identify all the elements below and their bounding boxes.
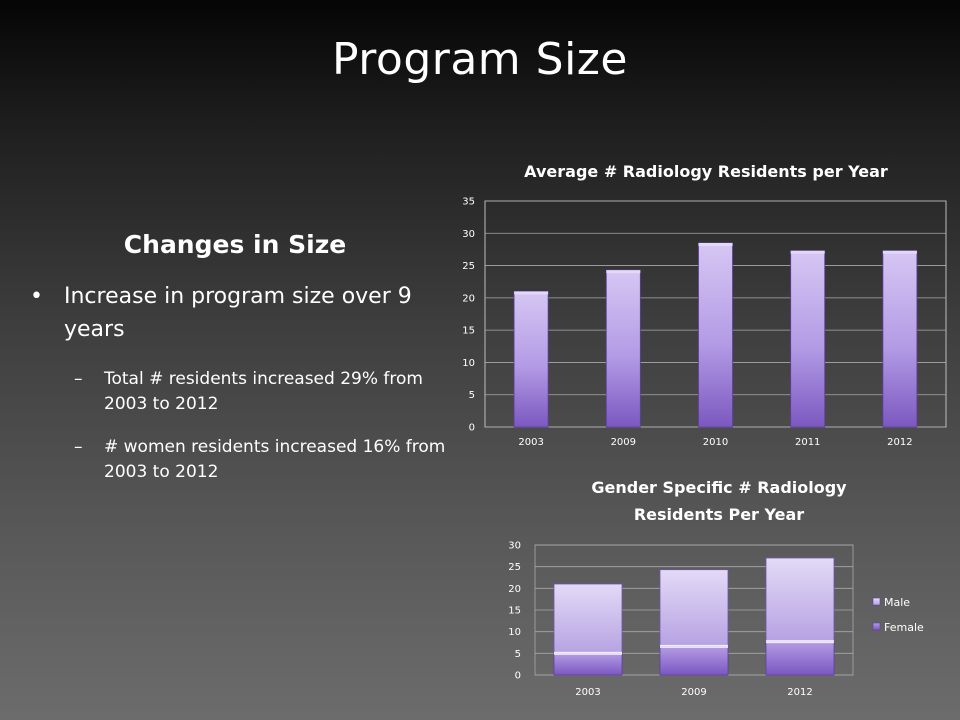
chart1-y-tick-label: 35: [462, 197, 475, 208]
chart2-y-tick-label: 25: [508, 562, 521, 573]
chart1-y-tick-label: 5: [469, 390, 475, 401]
chart1-bar-cap: [606, 270, 641, 274]
chart1-bar: [882, 250, 918, 428]
slide-title: Program Size: [332, 34, 628, 85]
chart1-bar: [790, 250, 826, 428]
chart2-title-line: Gender Specific # Radiology: [591, 478, 847, 497]
chart1-x-tick-label: 2003: [518, 437, 543, 448]
chart2-y-tick-label: 20: [508, 584, 521, 595]
chart1-bar: [513, 290, 549, 428]
chart2-male-bar: [765, 557, 835, 643]
sub-bullet-women-residents: # women residents increased 16% from 200…: [74, 435, 454, 485]
chart1-bar: [698, 242, 733, 428]
chart2-legend-swatch: [872, 597, 881, 606]
chart1-bar-cap: [882, 250, 917, 254]
chart1-y-tick-label: 25: [462, 261, 475, 272]
bullet-program-size: Increase in program size over 9 years: [30, 280, 454, 346]
chart2-x-tick-label: 2012: [787, 687, 812, 698]
chart2-y-tick-label: 10: [508, 627, 521, 638]
chart1-bar-cap: [514, 291, 549, 295]
section-subtitle: Changes in Size: [123, 230, 347, 259]
chart1-title: Average # Radiology Residents per Year: [524, 162, 888, 181]
chart2-x-tick-label: 2009: [681, 687, 706, 698]
chart1-x-tick-label: 2012: [887, 437, 912, 448]
chart2-legend-label: Female: [884, 621, 924, 634]
sub-bullet-total-residents: Total # residents increased 29% from 200…: [74, 367, 454, 417]
chart2-male-bar: [659, 569, 729, 647]
chart1-y-tick-label: 15: [462, 326, 475, 337]
chart2-female-bar: [659, 646, 729, 676]
chart1-bar-cap: [698, 242, 733, 246]
chart1-bar-cap: [790, 250, 825, 254]
chart2-female-bar: [765, 641, 835, 676]
chart2-segment-divider: [554, 651, 622, 655]
chart1-y-tick-label: 10: [462, 358, 475, 369]
chart2-title-line: Residents Per Year: [634, 505, 804, 524]
chart1-x-tick-label: 2010: [703, 437, 728, 448]
chart2-y-tick-label: 15: [508, 606, 521, 617]
chart2-male-bar: [553, 583, 623, 654]
chart1-y-tick-label: 30: [462, 229, 475, 240]
chart1-y-tick-label: 20: [462, 293, 475, 304]
chart2-female-bar: [553, 652, 623, 676]
chart2-y-tick-label: 0: [515, 671, 521, 682]
chart1-x-tick-label: 2011: [795, 437, 820, 448]
chart2-segment-divider: [766, 640, 834, 644]
chart2-y-tick-label: 30: [508, 541, 521, 552]
chart2-segment-divider: [660, 644, 728, 648]
chart2-legend-swatch: [872, 622, 881, 631]
chart1-x-tick-label: 2009: [611, 437, 636, 448]
chart2-y-tick-label: 5: [515, 649, 521, 660]
chart2-legend-label: Male: [884, 596, 910, 609]
chart2-x-tick-label: 2003: [575, 687, 600, 698]
chart1-y-tick-label: 0: [469, 423, 475, 434]
chart1-bar: [605, 269, 641, 428]
